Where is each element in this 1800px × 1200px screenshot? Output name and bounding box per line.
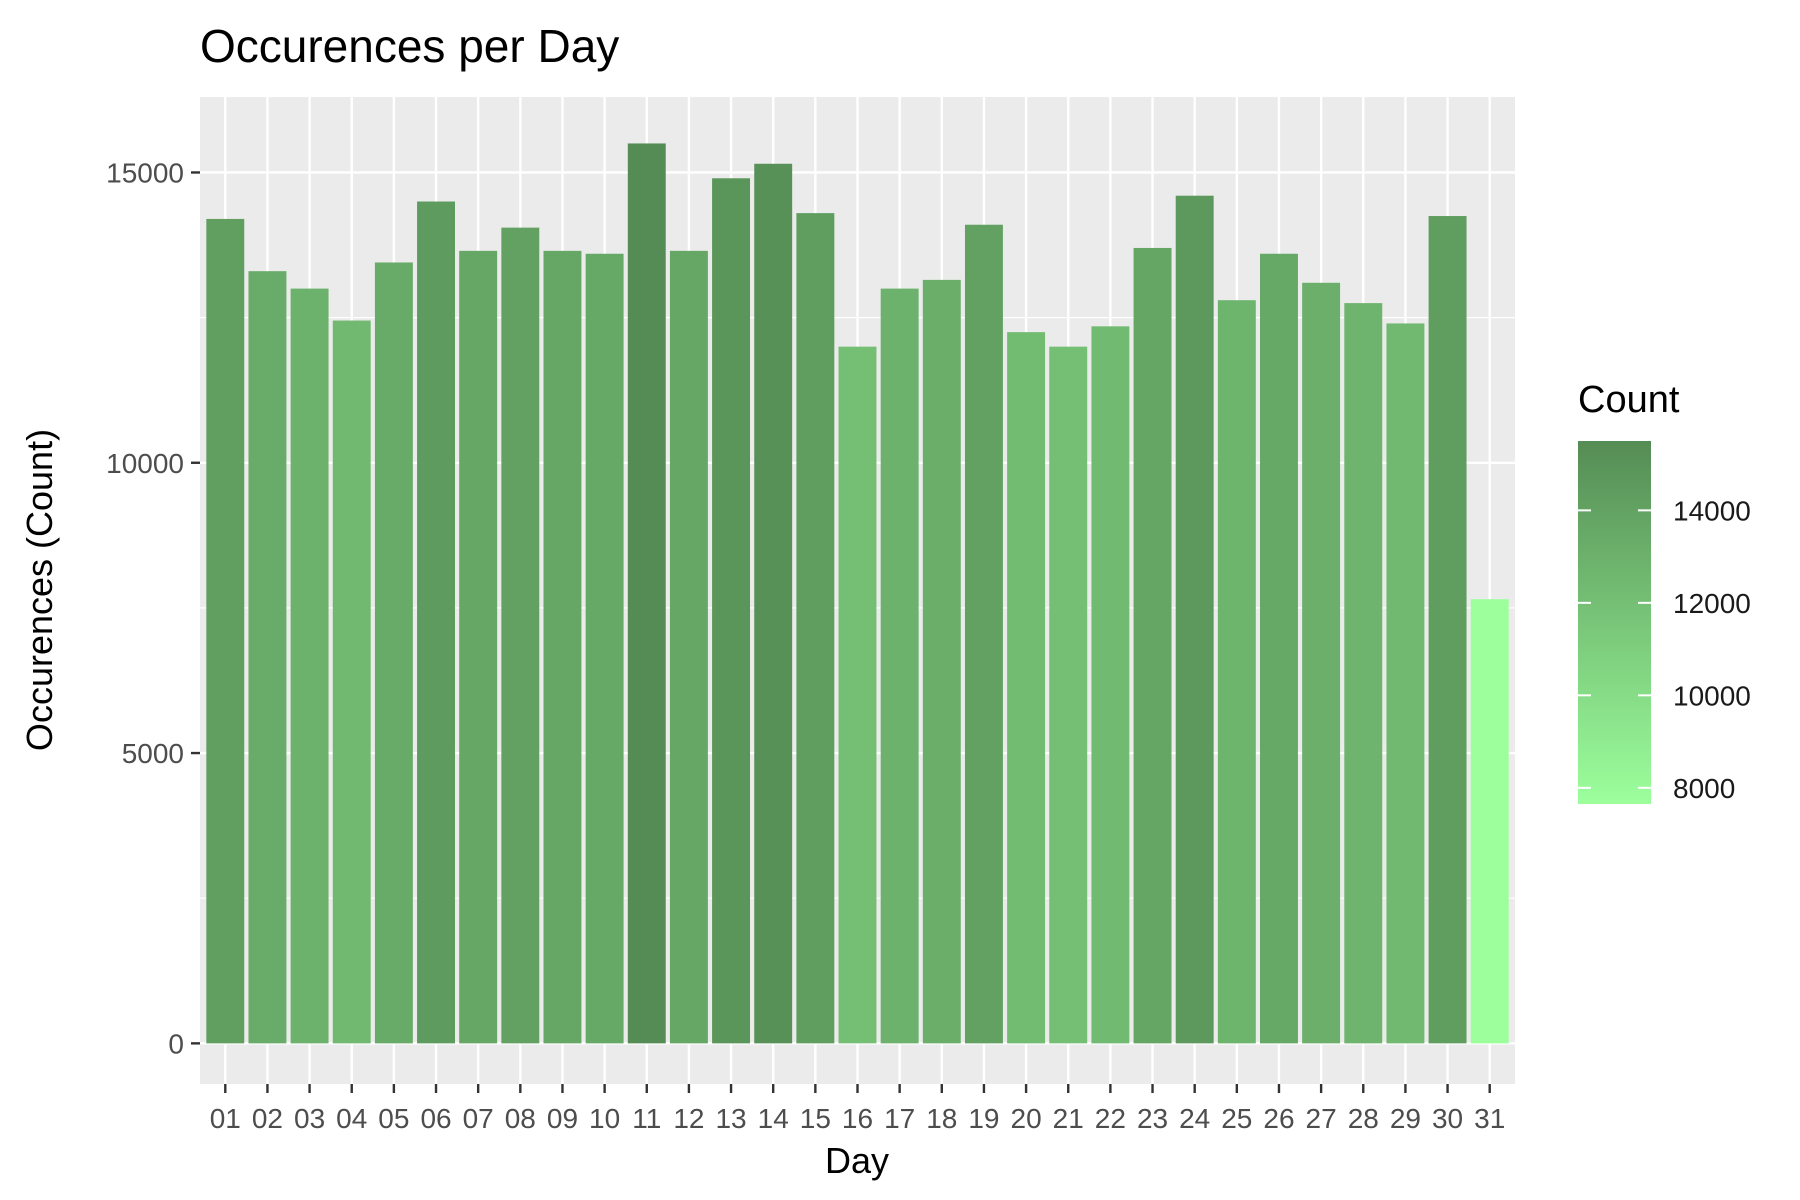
x-axis: 01 02 03 04 05 06 07 08 09 10 11 12 13 14 15 16 17 18 19 20… [210, 1084, 1505, 1134]
bar-day-18 [922, 279, 961, 1044]
y-tick-label: 15000 [106, 157, 184, 188]
x-tick-label: 31 [1474, 1103, 1505, 1134]
bar-day-19 [964, 224, 1003, 1044]
bar-day-13 [712, 178, 751, 1044]
x-tick-label: 05 [378, 1103, 409, 1134]
x-axis-title: Day [825, 1140, 889, 1181]
x-tick-label: 06 [420, 1103, 451, 1134]
x-tick-label: 10 [589, 1103, 620, 1134]
bar-day-21 [1049, 346, 1088, 1044]
y-tick-label: 10000 [106, 448, 184, 479]
x-tick-label: 23 [1137, 1103, 1168, 1134]
y-tick-label: 0 [168, 1028, 184, 1059]
x-tick-label: 03 [294, 1103, 325, 1134]
x-tick-label: 04 [336, 1103, 367, 1134]
x-tick-label: 25 [1221, 1103, 1252, 1134]
bar-day-15 [796, 213, 835, 1044]
bars [206, 143, 1509, 1044]
bar-day-07 [459, 250, 498, 1044]
legend-tick-label: 14000 [1673, 495, 1751, 526]
x-tick-label: 09 [547, 1103, 578, 1134]
bar-day-23 [1133, 247, 1172, 1044]
x-tick-label: 15 [800, 1103, 831, 1134]
bar-day-27 [1302, 282, 1341, 1044]
x-tick-label: 16 [842, 1103, 873, 1134]
bar-day-14 [754, 163, 793, 1044]
bar-day-08 [501, 227, 540, 1044]
x-tick-label: 21 [1053, 1103, 1084, 1134]
chart-title: Occurences per Day [200, 20, 619, 72]
x-tick-label: 11 [632, 1103, 661, 1134]
x-tick-label: 01 [210, 1103, 241, 1134]
bar-day-05 [374, 262, 413, 1044]
bar-day-28 [1344, 303, 1383, 1044]
legend-tick-label: 12000 [1673, 588, 1751, 619]
x-tick-label: 30 [1432, 1103, 1463, 1134]
x-tick-label: 24 [1179, 1103, 1210, 1134]
x-tick-label: 20 [1011, 1103, 1042, 1134]
bar-day-04 [332, 320, 371, 1044]
x-tick-label: 19 [968, 1103, 999, 1134]
bar-day-26 [1260, 253, 1298, 1044]
legend-tick-label: 8000 [1673, 773, 1735, 804]
bar-day-29 [1386, 323, 1425, 1044]
bar-day-24 [1175, 195, 1214, 1044]
bar-day-31 [1470, 599, 1509, 1044]
bar-day-01 [206, 218, 245, 1044]
y-tick-label: 5000 [122, 738, 184, 769]
x-tick-label: 27 [1306, 1103, 1337, 1134]
bar-day-25 [1217, 300, 1256, 1044]
x-tick-label: 17 [884, 1103, 915, 1134]
bar-day-20 [1007, 332, 1046, 1044]
bar-day-10 [585, 253, 624, 1044]
x-tick-label: 02 [252, 1103, 283, 1134]
bar-day-02 [248, 271, 287, 1044]
legend-tick-label: 10000 [1673, 680, 1751, 711]
bar-day-22 [1091, 326, 1130, 1044]
x-tick-label: 26 [1263, 1103, 1294, 1134]
x-tick-label: 13 [715, 1103, 746, 1134]
x-tick-label: 08 [505, 1103, 536, 1134]
x-tick-label: 14 [758, 1103, 789, 1134]
bar-day-11 [627, 143, 666, 1044]
y-axis: 0 5000 10000 15000 [106, 157, 200, 1059]
legend-colorbar [1578, 441, 1651, 804]
bar-day-06 [417, 201, 455, 1044]
bar-day-09 [543, 250, 582, 1044]
bar-day-30 [1428, 216, 1467, 1044]
legend-title: Count [1578, 379, 1680, 421]
bar-day-16 [838, 346, 877, 1044]
x-tick-label: 07 [463, 1103, 494, 1134]
x-tick-label: 12 [673, 1103, 704, 1134]
bar-day-12 [669, 250, 708, 1044]
x-tick-label: 18 [926, 1103, 957, 1134]
legend: Count 8000 10000 12000 14000 [1578, 379, 1751, 804]
x-tick-label: 29 [1390, 1103, 1421, 1134]
bar-day-17 [880, 288, 919, 1044]
x-tick-label: 22 [1095, 1103, 1126, 1134]
y-axis-title: Occurences (Count) [19, 429, 60, 751]
bar-day-03 [290, 288, 329, 1044]
x-tick-label: 28 [1348, 1103, 1379, 1134]
